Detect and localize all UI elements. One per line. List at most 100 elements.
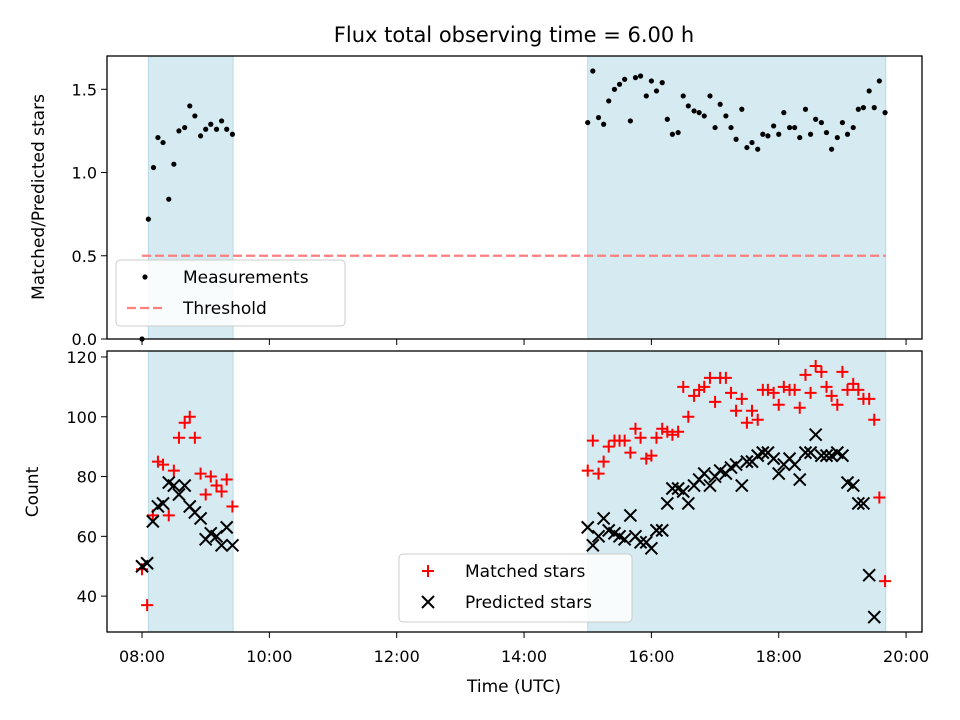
measurement-point: [813, 116, 819, 122]
measurement-point: [717, 101, 723, 107]
matched-star-point: [831, 398, 844, 411]
measurement-point: [669, 131, 676, 137]
matched-star-point: [709, 395, 722, 408]
measurement-point: [828, 146, 835, 152]
measurement-point: [860, 105, 867, 111]
measurement-point: [622, 76, 628, 82]
matched-star-point: [841, 383, 854, 396]
matched-star-point: [199, 488, 212, 501]
legend-box: [398, 553, 633, 623]
matched-star-point: [825, 389, 838, 402]
x-tick-label: 12:00: [374, 647, 420, 666]
matched-star-point: [640, 452, 653, 465]
x-tick-label: 14:00: [501, 647, 547, 666]
x-tick-label: 20:00: [883, 647, 929, 666]
legend-label: Matched stars: [465, 562, 585, 582]
predicted-star-point: [819, 448, 834, 463]
legend-label: Threshold: [182, 299, 267, 319]
y-tick-label: 0.5: [72, 247, 97, 266]
measurement-point: [696, 110, 702, 116]
matched-star-point: [761, 383, 774, 396]
measurement-point: [818, 119, 824, 126]
axes-frame: [106, 350, 923, 633]
measurement-point: [712, 124, 718, 131]
x-tick-label: 10:00: [246, 647, 292, 666]
legend-box: [115, 259, 346, 327]
matched-star-point: [661, 425, 674, 438]
legend-key-measurements: [142, 274, 148, 280]
y-axis-label-ratio: Matched/Predicted stars: [29, 94, 49, 300]
matched-star-point: [745, 404, 758, 417]
matched-star-point: [820, 380, 833, 393]
measurement-point: [771, 123, 777, 129]
measurement-point: [182, 124, 188, 131]
measurement-point: [632, 75, 639, 81]
measurement-point: [844, 131, 851, 137]
legend-label: Predicted stars: [465, 593, 592, 613]
predicted-star-point: [219, 520, 234, 535]
matched-star-point: [788, 383, 801, 396]
measurement-point: [601, 121, 607, 127]
predicted-star-point: [735, 478, 749, 493]
matched-star-point: [634, 431, 647, 444]
measurement-point: [802, 106, 809, 112]
matched-star-point: [767, 386, 780, 399]
predicted-star-point: [814, 448, 829, 463]
predicted-star-point: [756, 445, 770, 460]
predicted-star-point: [787, 457, 802, 472]
predicted-star-point: [140, 556, 154, 570]
predicted-star-point: [740, 454, 754, 469]
matched-star-point: [719, 371, 732, 384]
measurement-point: [166, 196, 172, 202]
matched-star-point: [724, 386, 737, 399]
matched-star-point: [178, 416, 191, 429]
matched-star-point: [863, 392, 876, 405]
predicted-star-point: [172, 487, 186, 502]
predicted-star-point: [225, 538, 240, 553]
matched-star-point: [809, 359, 822, 372]
x-tick-label: 16:00: [628, 647, 674, 666]
measurement-point: [866, 88, 872, 94]
matched-star-point: [624, 446, 637, 459]
y-axis-label-count: Count: [23, 466, 43, 517]
measurement-point: [606, 98, 612, 104]
predicted-star-point: [633, 535, 648, 550]
matched-star-point: [656, 422, 669, 435]
measurement-point: [707, 93, 713, 99]
matched-star-point: [793, 401, 806, 414]
measurement-point: [850, 124, 856, 131]
axes-frame: [106, 55, 923, 340]
measurement-point: [765, 133, 771, 139]
predicted-star-point: [214, 538, 229, 553]
matched-star-point: [172, 431, 185, 444]
chart-title: Flux total observing time = 6.00 h: [334, 23, 694, 47]
matched-star-point: [210, 479, 223, 492]
measurement-point: [150, 164, 157, 171]
matched-star-point: [772, 398, 785, 411]
count-panel: 08:00 10:00 12:00 14:00 16:00 18:00 20:00 40 60 8…: [66, 348, 929, 666]
measurement-point: [723, 113, 729, 119]
measurement-point: [675, 129, 681, 136]
measurement-point: [219, 118, 225, 124]
measurement-point: [882, 110, 888, 116]
measurement-point: [749, 139, 755, 146]
measurement-point: [145, 216, 151, 222]
matched-star-point: [645, 449, 658, 462]
predicted-star-point: [846, 478, 860, 493]
ratio-panel: 0.0 0.5 1.0 1.5 Measurements Threshold: [72, 55, 923, 349]
measurement-point: [197, 133, 204, 139]
predicted-star-point: [766, 451, 781, 466]
matched-star-point: [703, 371, 716, 384]
predicted-star-point: [856, 496, 871, 511]
predicted-star-point: [808, 427, 823, 442]
matched-star-point: [183, 410, 196, 423]
matched-star-point: [629, 422, 642, 435]
predicted-star-point: [167, 478, 181, 493]
measurement-point: [595, 114, 602, 121]
matched-star-point: [586, 434, 599, 447]
measurement-point: [224, 126, 230, 132]
matched-star-point: [592, 467, 605, 480]
measurement-point: [855, 106, 861, 112]
predicted-star-point: [623, 508, 638, 523]
matched-star-point: [682, 410, 695, 423]
